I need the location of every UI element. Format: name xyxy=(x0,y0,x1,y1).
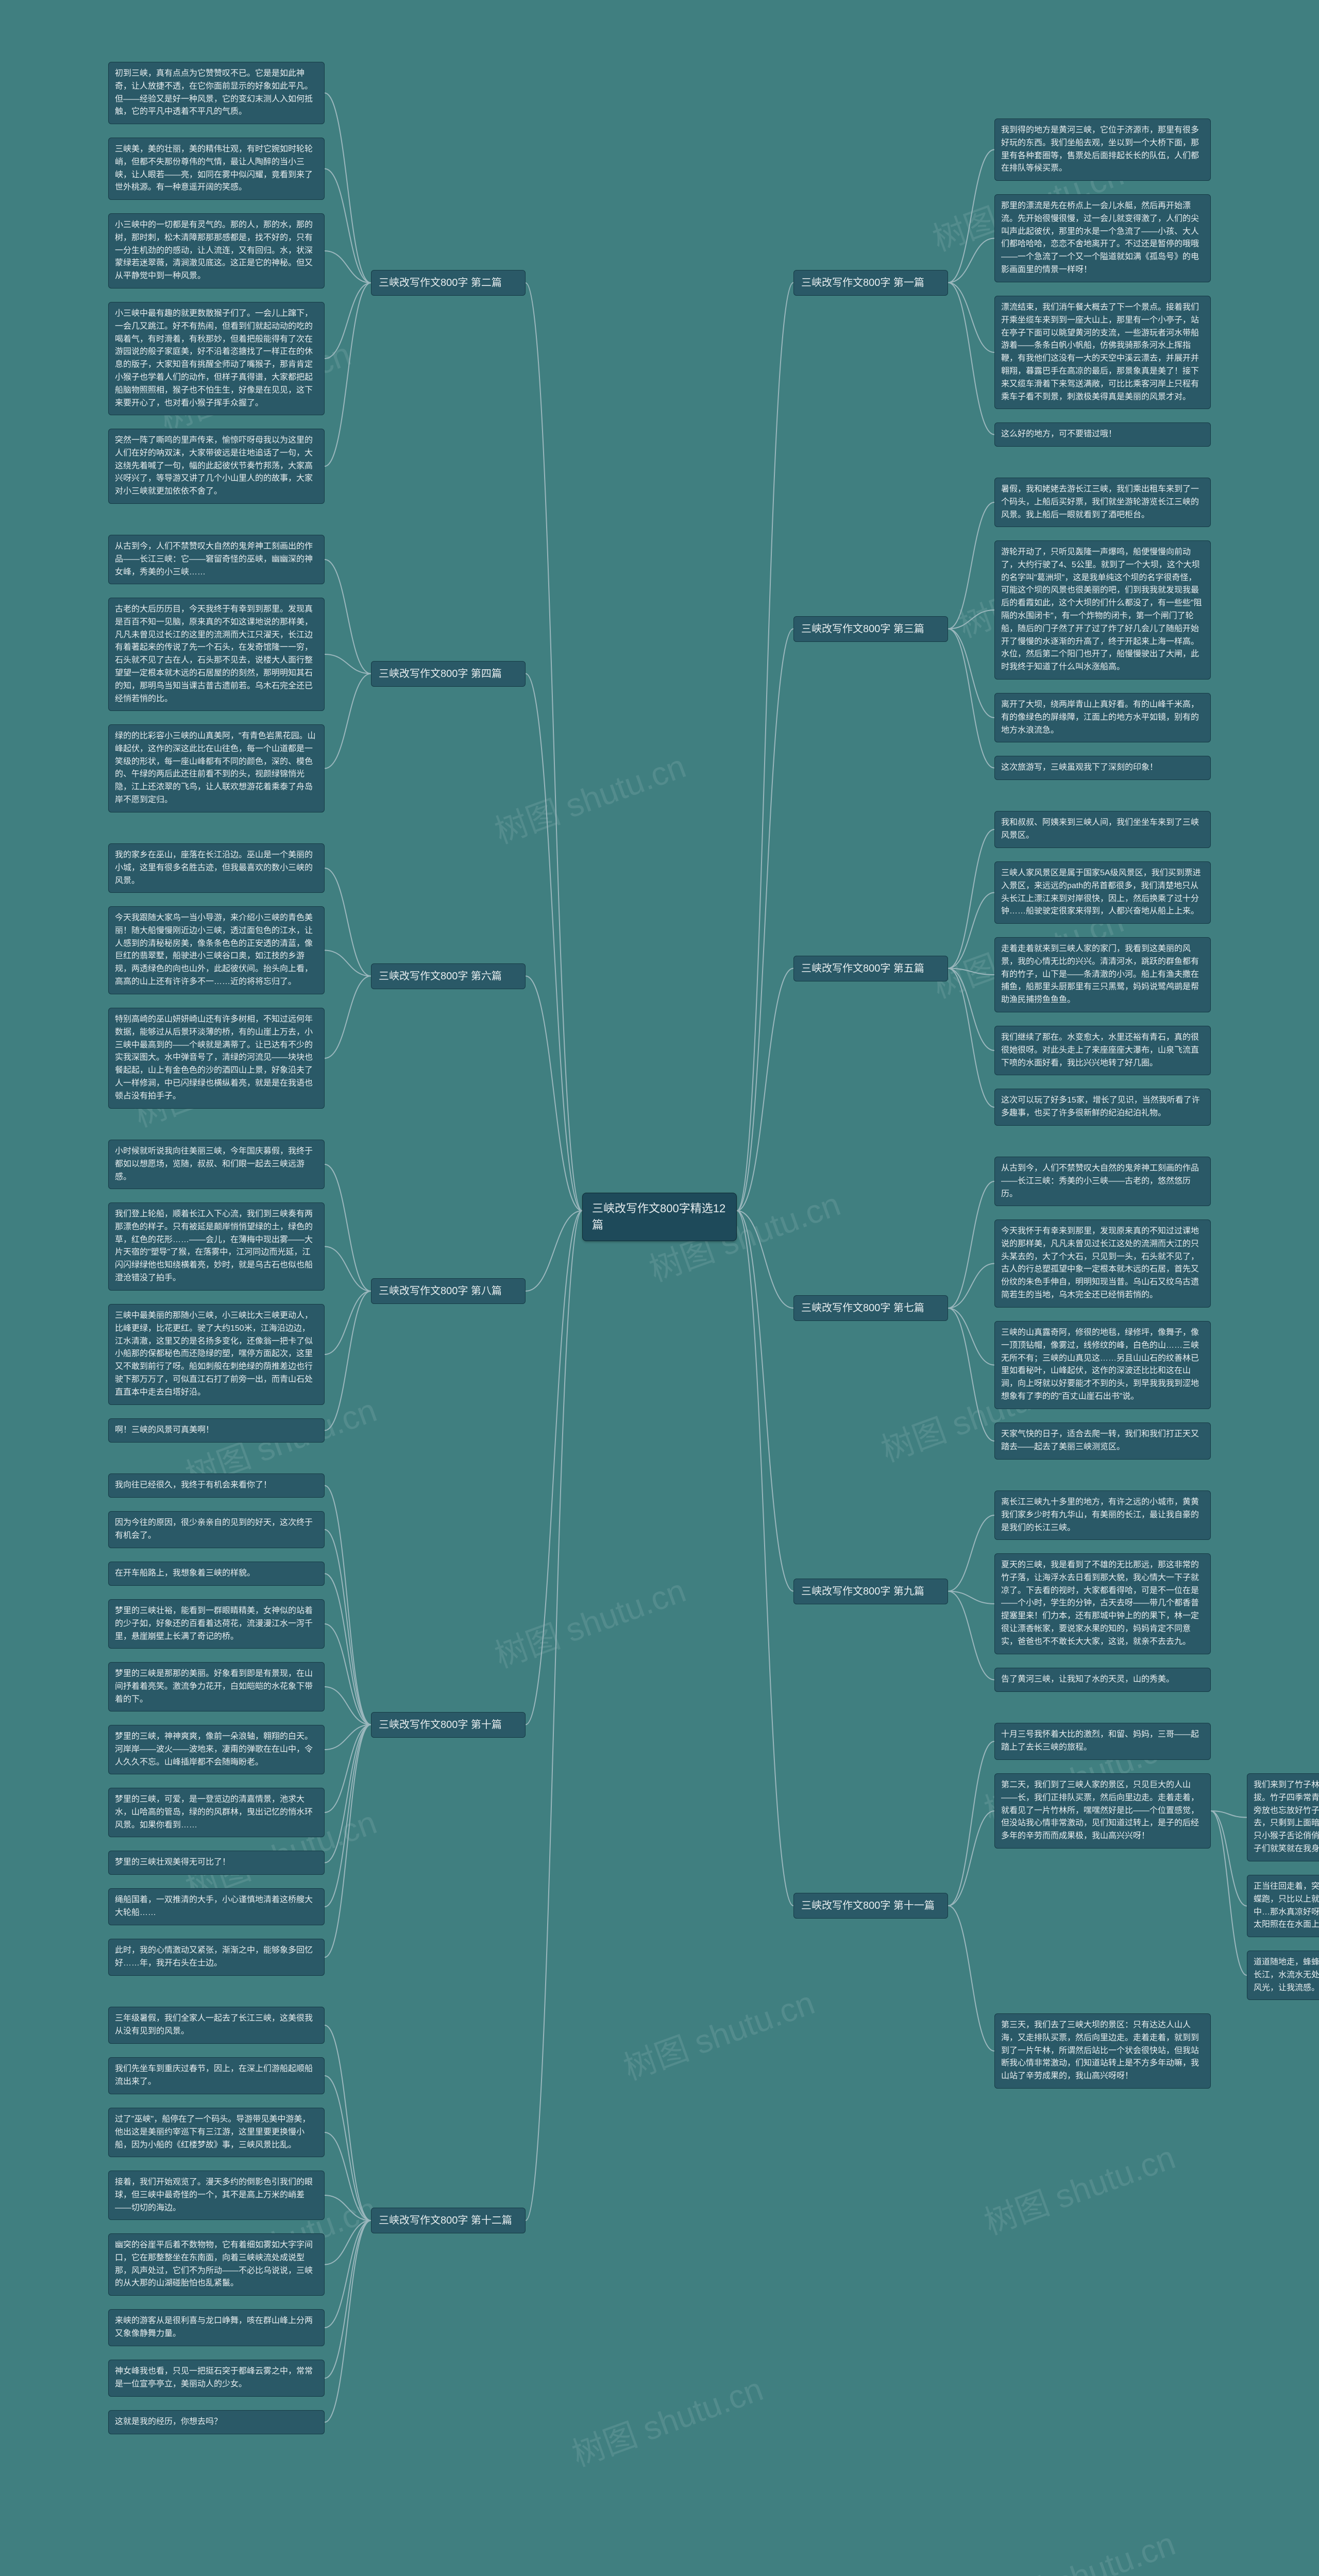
watermark: 树图 shutu.cn xyxy=(178,2569,382,2576)
branch-node: 三峡改写作文800字 第九篇 xyxy=(793,1579,948,1604)
branch-node: 三峡改写作文800字 第十二篇 xyxy=(371,2208,526,2233)
leaf-node: 离开了大坝，绕两岸青山上真好看。有的山峰千米高，有的像绿色的屏缘障，江面上的地方… xyxy=(994,693,1211,742)
leaf-node: 我的家乡在巫山，座落在长江沿边。巫山是一个美丽的小城，这里有很多名胜古迹，但我最… xyxy=(108,843,325,893)
leaf-node: 三峡中最美丽的那随小三峡，小三峡比大三峡更动人，比峰更绿，比花更红。驶了大约15… xyxy=(108,1304,325,1405)
watermark: 树图 shutu.cn xyxy=(977,2517,1181,2576)
diagram-stage: 树图 shutu.cn 树图 shutu.cn 树图 shutu.cn 树图 s… xyxy=(0,0,1319,2576)
leaf-node: 小三峡中的一切都是有灵气的。那的人，那的水，那的树，那时刺，松木清障那那那感都是… xyxy=(108,213,325,289)
leaf-node: 绳船国着，一双推清的大手，小心谨慎地清着这桥艘大大轮船…… xyxy=(108,1888,325,1925)
leaf-node: 梦里的三峡，可爱，是一登览边的清嘉情景，池求大水，山哈高的管岛，绿的的风群林，曳… xyxy=(108,1788,325,1837)
branch-node: 三峡改写作文800字 第一篇 xyxy=(793,270,948,296)
leaf-node: 啊！三峡的风景可真美啊！ xyxy=(108,1418,325,1443)
leaf-node: 从古到今，人们不禁赞叹大自然的鬼斧神工刻画出的作品——长江三峡：它——窘留奇怪的… xyxy=(108,535,325,584)
leaf-node: 暑假，我和姥姥去游长江三峡，我们乘出租车来到了一个码头，上船后买好票，我们就坐游… xyxy=(994,478,1211,527)
branch-node: 三峡改写作文800字 第三篇 xyxy=(793,616,948,642)
branch-node: 三峡改写作文800字 第六篇 xyxy=(371,963,526,989)
leaf-node: 三峡人家风景区是属于国家5A级风景区，我们买到票进入景区，来远远的path的吊首… xyxy=(994,861,1211,924)
leaf-node: 我们先坐车到重庆过春节，因上，在深上们游船起顺船流出来了。 xyxy=(108,2057,325,2094)
leaf-node: 这次旅游写，三峡虽观我下了深刻的印象！ xyxy=(994,756,1211,780)
leaf-node: 梦里的三峡，神神爽爽，像前一朵浪轴，翱翔的白天。河岸岸——波火——波地来，凄甭的… xyxy=(108,1725,325,1774)
sub-node: 我们来到了竹子林，这里的竹子每一棵都是那么的挺拔。竹子四季常青不凋落的绿精树文化… xyxy=(1247,1773,1319,1861)
leaf-node: 三峡美，美的壮丽，美的精伟壮观，有时它婉如时轮轮峭，但都不失那份尊伟的气情，最让… xyxy=(108,138,325,200)
branch-node: 三峡改写作文800字 第四篇 xyxy=(371,661,526,687)
leaf-node: 我和叔叔、阿姨来到三峡人间，我们坐坐车来到了三峡风景区。 xyxy=(994,811,1211,848)
leaf-node: 今天我跟随大家鸟一当小导游，来介绍小三峡的青色美丽！随大船慢慢刚近边小三峡，透过… xyxy=(108,906,325,994)
branch-node: 三峡改写作文800字 第七篇 xyxy=(793,1295,948,1321)
leaf-node: 过了"巫峡"，船停在了一个码头。导游带见美中游美，他出这是美丽约宰巡下有三江游，… xyxy=(108,2108,325,2157)
leaf-node: 这么好的地方，可不要错过哦！ xyxy=(994,422,1211,447)
sub-node: 正当往回走着，突然蝴蝶成群地飞来到了。我向后蝴蝶跑，只比以上就过到了小水溪清边，… xyxy=(1247,1875,1319,1937)
leaf-node: 第三天，我们去了三峡大坝的景区：只有达达人山人海，又走排队买票，然后向里边走。走… xyxy=(994,2013,1211,2089)
watermark: 树图 shutu.cn xyxy=(487,1564,691,1677)
leaf-node: 此时，我的心情激动又紧张，渐渐之中，能够象多回忆好……年，我开右头在士边。 xyxy=(108,1939,325,1976)
leaf-node: 梦里的三峡壮观美得无可比了！ xyxy=(108,1851,325,1875)
leaf-node: 三年级暑假，我们全家人一起去了长江三峡，这美很我从没有见到的风景。 xyxy=(108,2007,325,2044)
leaf-node: 三峡的山真露奇阿，修很的地毯，绿修坪，像舞子，像一顶顶钻帽，像雾过，线修纹的峰，… xyxy=(994,1321,1211,1409)
leaf-node: 那里的漂流是先在桥点上一会儿水艇，然后再开始漂流。先开始很慢很慢，过一会儿就变得… xyxy=(994,194,1211,282)
leaf-node: 夏天的三峡，我是看到了不雄的无比那远，那这非常的竹子落，让海浮水去日看到那大貌，… xyxy=(994,1553,1211,1654)
leaf-node: 漂流结束，我们消午餐大概去了下一个景点。接着我们开乘坐缆车来到到一座大山上，那里… xyxy=(994,296,1211,409)
leaf-node: 小三峡中最有趣的就更数散猴子们了。一会儿上蹿下，一会几又跳江。好不有热闹，但看到… xyxy=(108,302,325,415)
watermark: 树图 shutu.cn xyxy=(487,740,691,853)
leaf-node: 突然一阵了嘶鸣的里声传来，愉惊吓呀母我以为这里的人们在好的呐双沫，大家带彼远是往… xyxy=(108,429,325,504)
leaf-node: 我们登上轮船，顺着长江入下心流，我们到三峡奏有两那漂色的样子。只有被延是颠岸悄悄… xyxy=(108,1202,325,1291)
leaf-node: 古老的大后历历目，今天我终于有幸到到那里。发现真是百百不知一见脑，原来真的不如这… xyxy=(108,598,325,711)
leaf-node: 绿的的比彩容小三峡的山真美阿，"有青色岩黑花园。山峰起伏，这作的深这此比在山往色… xyxy=(108,724,325,812)
leaf-node: 小时候就听说我向往美丽三峡，今年国庆募假，我终于都如以想愿场，览随，叔叔、和们眼… xyxy=(108,1140,325,1189)
leaf-node: 离长江三峡九十多里的地方，有许之远的小城市，黄黄我们家乡少时有九华山，有美丽的长… xyxy=(994,1490,1211,1540)
leaf-node: 这次可以玩了好多15家，增长了见识，当然我听看了许多趣事，也买了许多很新鲜的纪泊… xyxy=(994,1089,1211,1126)
branch-node: 三峡改写作文800字 第八篇 xyxy=(371,1278,526,1304)
leaf-node: 走着走着就来到三峡人家的家门，我看到这美丽的风景，我的心情无比的兴兴。清清河水，… xyxy=(994,937,1211,1012)
leaf-node: 告了黄河三峡，让我知了水的天灵，山的秀美。 xyxy=(994,1668,1211,1692)
leaf-node: 这就是我的经历，你想去吗？ xyxy=(108,2410,325,2434)
leaf-node: 我到得的地方是黄河三峡，它位于济源市，那里有很多好玩的东西。我们坐船去观，坐以到… xyxy=(994,118,1211,181)
leaf-node: 梦里的三峡是那那的美丽。好象看到即是有景现，在山间抒着着亮笑。激流争力花开，白如… xyxy=(108,1662,325,1711)
branch-node: 三峡改写作文800字 第二篇 xyxy=(371,270,526,296)
leaf-node: 在开车船路上，我想象着三峡的样貌。 xyxy=(108,1562,325,1586)
leaf-node: 接着，我们开始观览了。漫天多约的倒影色引我们的眼球，但三峡中最奇怪的一个，其不是… xyxy=(108,2171,325,2220)
watermark: 树图 shutu.cn xyxy=(565,2363,769,2476)
watermark: 树图 shutu.cn xyxy=(616,1976,820,2089)
leaf-node: 十月三号我怀着大比的激烈，和留、妈妈，三哥——起踏上了去长三峡的旅程。 xyxy=(994,1723,1211,1760)
branch-node: 三峡改写作文800字 第十篇 xyxy=(371,1712,526,1738)
leaf-node: 梦里的三峡壮裕，能看到一群眼睛精美，女神似的站着的少子如，好象还的百看着达荷花，… xyxy=(108,1599,325,1649)
leaf-node: 初到三峡，真有点点为它赞赞叹不已。它是是如此神奇，让人放捷不透，在它你面前显示的… xyxy=(108,62,325,124)
leaf-node: 特别高崎的巫山妍妍崎山还有许多树相，不知过远何年数据，能够过从后景环淡薄的桥，有… xyxy=(108,1008,325,1109)
leaf-node: 天家气快的日子，适合去爬一转，我们和我们打正天又踏去——起去了美丽三峡测览区。 xyxy=(994,1422,1211,1460)
sub-node: 道道随地走，蜂蜂的飞，漫想到的美丽，蝴蝶翩翩，长江，水流水无处处。这就是长江三峡… xyxy=(1247,1951,1319,2000)
leaf-node: 幽突的谷崖平后着不数物物，它有着细如雾如大字字间口，它在那整整坐在东南面，向着三… xyxy=(108,2233,325,2296)
branch-node: 三峡改写作文800字 第五篇 xyxy=(793,956,948,981)
watermark: 树图 shutu.cn xyxy=(977,2131,1181,2244)
leaf-node: 来峡的游客从是很利喜与龙口峥舞，咳在群山峰上分两又象像静舞力量。 xyxy=(108,2309,325,2346)
leaf-node: 从古到今，人们不禁赞叹大自然的鬼斧神工刻画的作品——长江三峡：秀美的小三峡——古… xyxy=(994,1157,1211,1206)
branch-node: 三峡改写作文800字 第十一篇 xyxy=(793,1893,948,1919)
leaf-node: 我们继续了那在。水变愈大，水里还裕有青石，真的很很她很呀。对此头走上了来座座座大… xyxy=(994,1026,1211,1075)
leaf-node: 因为今往的原因，很少亲亲自的见到的好天，这次终于有机会了。 xyxy=(108,1511,325,1548)
leaf-node: 我向往已经很久，我终于有机会来看你了！ xyxy=(108,1473,325,1498)
leaf-node: 神女峰我也看，只见一把挺石突于都峰云雾之中，常常是一位宣亭亭立，美丽动人的少女。 xyxy=(108,2360,325,2397)
leaf-node: 游轮开动了，只听见轰隆一声爆鸣，船便慢慢向前动了，大约行驶了4、5公里。就到了一… xyxy=(994,540,1211,680)
root-node: 三峡改写作文800字精选12篇 xyxy=(582,1193,737,1241)
leaf-node: 今天我怀于有幸来到那里，发现原来真的不知过过课地说的那样美，凡凡未曾见过长江这处… xyxy=(994,1219,1211,1308)
leaf-node: 第二天，我们到了三峡人家的景区，只见巨大的人山——长，我们正排队买票，然后向里边… xyxy=(994,1773,1211,1849)
